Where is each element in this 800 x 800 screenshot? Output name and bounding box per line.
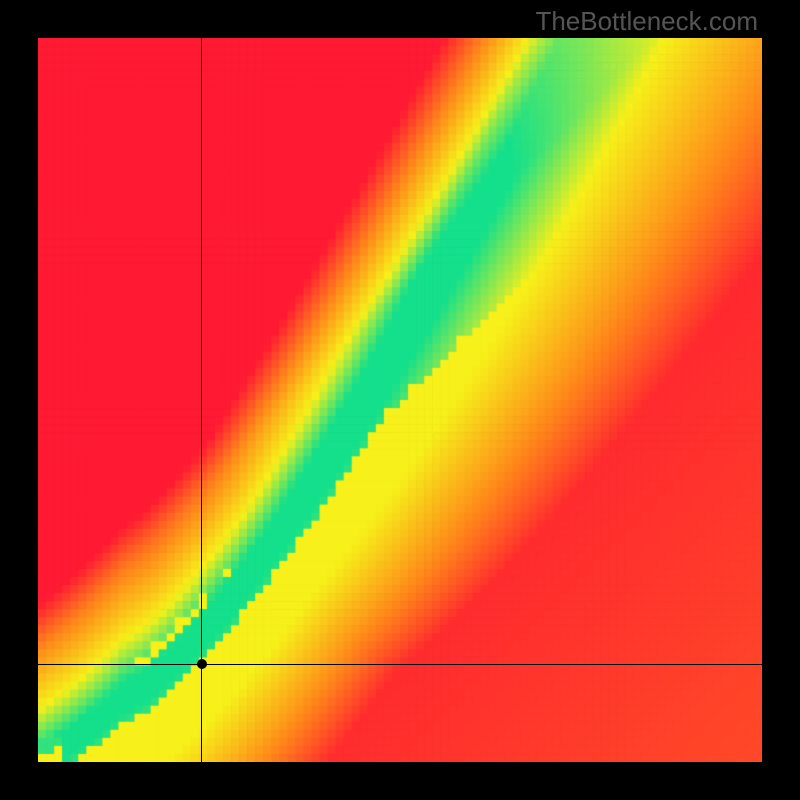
heatmap-canvas [38, 38, 762, 762]
chart-frame: TheBottleneck.com [0, 0, 800, 800]
crosshair-horizontal [38, 664, 762, 665]
crosshair-vertical [201, 38, 202, 762]
crosshair-marker [197, 659, 207, 669]
watermark-text: TheBottleneck.com [535, 6, 758, 37]
